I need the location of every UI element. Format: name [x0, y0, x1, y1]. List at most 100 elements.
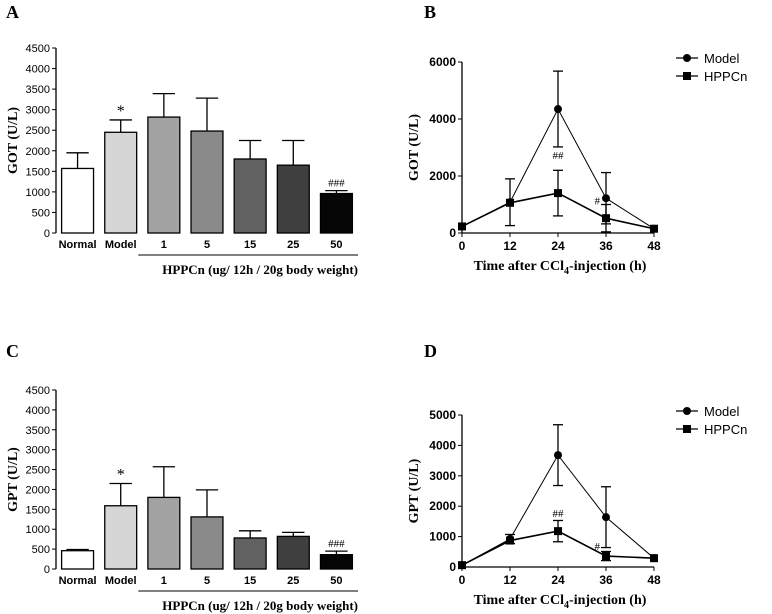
bar	[60, 167, 95, 234]
x-tick-label: 24	[551, 573, 565, 587]
x-tick-label: Normal	[59, 239, 97, 251]
significance-mark: ###	[328, 538, 345, 550]
data-point	[458, 222, 466, 231]
significance-mark: *	[117, 103, 125, 120]
y-tick-label: 0	[44, 564, 50, 576]
legend-entry: Model	[704, 404, 740, 419]
x-tick-label: 15	[244, 239, 256, 251]
series-hppcn	[458, 169, 658, 233]
y-tick-label: 1000	[429, 530, 456, 544]
legend-entry: HPPCn	[704, 422, 747, 437]
y-tick-label: 1500	[26, 504, 50, 516]
x-tick-label: 1	[161, 239, 167, 251]
y-tick-label: 6000	[429, 55, 456, 69]
legend-marker	[683, 425, 691, 433]
y-tick-label: 2500	[26, 465, 50, 477]
bar	[233, 158, 267, 234]
bar	[104, 131, 138, 234]
x-tick-label: 12	[503, 239, 517, 253]
bar	[190, 516, 224, 570]
y-tick-label: 3000	[429, 469, 456, 483]
x-axis-label: HPPCn (ug/ 12h / 20g body weight)	[162, 598, 358, 613]
x-tick-label: 5	[204, 239, 210, 251]
x-tick-label: 0	[459, 573, 466, 587]
x-tick-label: 0	[459, 239, 466, 253]
y-tick-label: 3500	[26, 84, 50, 96]
y-axis-label: GPT (U/L)	[407, 458, 422, 523]
data-point	[602, 513, 610, 522]
x-tick-label: 48	[647, 573, 661, 587]
y-tick-label: 2000	[26, 146, 50, 158]
y-tick-label: 1500	[26, 166, 50, 178]
legend-marker	[683, 72, 691, 80]
y-tick-label: 4000	[26, 64, 50, 76]
y-tick-label: 500	[32, 544, 50, 556]
bar	[276, 164, 310, 234]
y-tick-label: 1000	[26, 524, 50, 536]
y-axis-label: GPT (U/L)	[6, 447, 21, 512]
data-point	[506, 198, 514, 207]
significance-mark: ##	[553, 150, 565, 162]
data-point	[554, 451, 562, 460]
y-tick-label: 4500	[26, 385, 50, 397]
panel-label: D	[424, 341, 437, 361]
x-tick-label: 36	[599, 239, 613, 253]
y-tick-label: 3000	[26, 105, 50, 117]
data-point	[602, 214, 610, 223]
data-point	[554, 527, 562, 536]
y-tick-label: 2000	[26, 484, 50, 496]
x-axis-label: HPPCn (ug/ 12h / 20g body weight)	[162, 262, 358, 277]
data-point	[602, 552, 610, 561]
panel-label: B	[424, 2, 436, 22]
y-axis-label: GOT (U/L)	[407, 114, 422, 181]
y-tick-label: 3500	[26, 425, 50, 437]
y-tick-label: 4000	[26, 405, 50, 417]
y-tick-label: 0	[44, 228, 50, 240]
bar	[104, 505, 138, 570]
panel-label: A	[6, 2, 19, 22]
bar-chart-C: C 0 500 1000 1500 2000 2500 3000 3500 4000 4500 GPT…	[6, 341, 358, 613]
x-axis-label-subscript: 4	[564, 266, 569, 277]
x-tick-label: Model	[105, 575, 137, 587]
y-tick-label: 0	[449, 560, 456, 574]
x-axis-label-prefix: Time after CCl	[474, 593, 565, 608]
y-tick-label: 500	[32, 207, 50, 219]
x-axis-label: Time after CCl4-injection (h)	[474, 593, 647, 611]
x-tick-label: 24	[551, 239, 565, 253]
x-axis-label-prefix: Time after CCl	[474, 259, 565, 274]
x-tick-label: 25	[287, 239, 299, 251]
line-chart-D: D 0 1000 2000 3000 4000 5000 0 12 24 36 48 GPT (U/L)…	[407, 341, 747, 611]
legend-entry: Model	[704, 51, 740, 66]
data-point	[650, 224, 658, 233]
x-tick-label: 50	[330, 575, 342, 587]
bar-chart-A: A 0 500 1000 1500 2000 2500 3000 3500 4000 4500 GOT…	[6, 2, 358, 277]
series-model	[458, 424, 658, 570]
data-point	[650, 554, 658, 563]
bar	[60, 550, 95, 570]
line-chart-B: B 0 2000 4000 6000 0 12 24 36 48 GOT (U/L) Time aft…	[407, 2, 747, 277]
data-point	[602, 194, 610, 203]
x-tick-label: 36	[599, 573, 613, 587]
x-tick-label: Normal	[59, 575, 97, 587]
significance-mark: ###	[328, 178, 345, 190]
legend-entry: HPPCn	[704, 69, 747, 84]
y-tick-label: 2000	[429, 169, 456, 183]
x-tick-label: 15	[244, 575, 256, 587]
significance-mark: #	[595, 196, 601, 208]
x-axis-label-subscript: 4	[564, 600, 569, 611]
bar	[276, 535, 310, 570]
x-axis-label-suffix: -injection (h)	[569, 593, 647, 608]
y-axis-label: GOT (U/L)	[6, 107, 21, 174]
series-hppcn	[458, 519, 658, 570]
x-axis-label-suffix: -injection (h)	[569, 259, 647, 274]
bar	[147, 496, 181, 570]
bar	[190, 130, 224, 234]
y-tick-label: 2500	[26, 125, 50, 137]
x-tick-label: Model	[105, 239, 137, 251]
bar	[319, 554, 354, 570]
panel-label: C	[6, 341, 19, 361]
bar	[147, 116, 181, 234]
y-tick-label: 4500	[26, 43, 50, 55]
y-tick-label: 0	[449, 226, 456, 240]
